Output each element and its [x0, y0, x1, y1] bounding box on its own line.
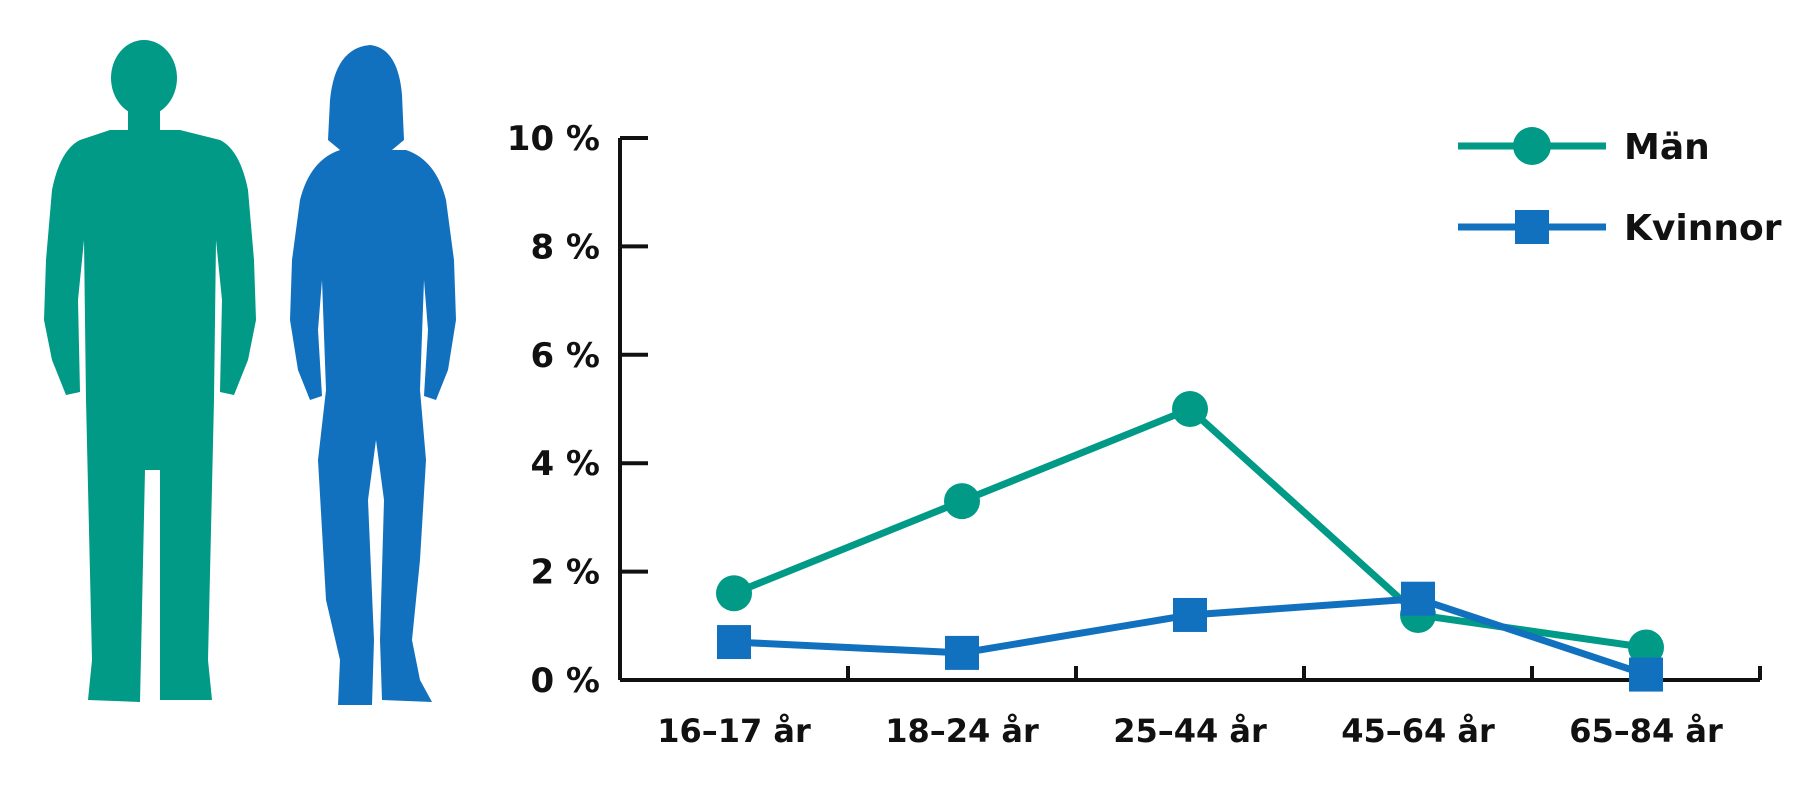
legend-marker [1515, 210, 1549, 244]
y-tick-label: 2 % [530, 553, 600, 593]
legend-marker [1513, 127, 1551, 165]
x-tick-label: 45–64 år [1341, 712, 1495, 750]
data-point [1401, 581, 1435, 616]
legend: Män Kvinnor [1458, 127, 1782, 249]
data-point [1629, 657, 1663, 692]
y-tick-label: 0 % [530, 661, 600, 701]
data-point [945, 635, 979, 670]
x-ticks [846, 666, 1762, 680]
x-tick-label: 16–17 år [657, 712, 811, 750]
data-point [1173, 597, 1207, 632]
y-tick-label: 4 % [530, 444, 600, 484]
y-ticks: 0 % 2 % 4 % 6 % 8 % 10 % [507, 119, 648, 701]
woman-silhouette-icon [290, 45, 456, 705]
y-tick-label: 10 % [507, 119, 600, 159]
legend-label: Män [1624, 127, 1710, 168]
data-point [717, 625, 751, 660]
y-tick-label: 6 % [530, 336, 600, 376]
data-point [1628, 629, 1664, 666]
y-tick-label: 8 % [530, 227, 600, 267]
x-tick-label: 18–24 år [885, 712, 1039, 750]
data-point [716, 575, 752, 612]
x-tick-label: 25–44 år [1113, 712, 1267, 750]
series-layer [716, 391, 1664, 692]
legend-label: Kvinnor [1624, 208, 1782, 249]
x-tick-label: 65–84 år [1569, 712, 1723, 750]
series-kvinnor [717, 581, 1663, 692]
man-silhouette-icon [44, 40, 256, 702]
data-point [944, 483, 980, 520]
data-point [1172, 391, 1208, 427]
x-tick-labels: 16–17 år 18–24 år 25–44 år 45–64 år 65–84 år [657, 712, 1723, 750]
